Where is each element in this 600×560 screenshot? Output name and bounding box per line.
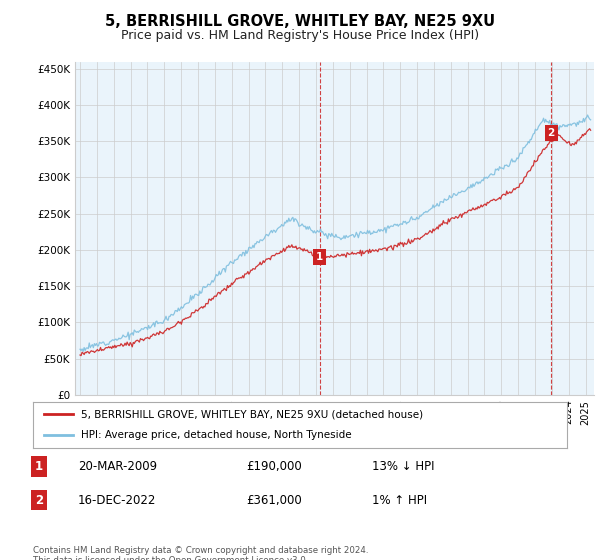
Text: £361,000: £361,000 <box>246 493 302 507</box>
Text: 2: 2 <box>35 493 43 507</box>
Text: 1: 1 <box>316 252 323 262</box>
Text: 16-DEC-2022: 16-DEC-2022 <box>78 493 157 507</box>
Text: 2: 2 <box>548 128 555 138</box>
Text: 1: 1 <box>35 460 43 473</box>
Text: Contains HM Land Registry data © Crown copyright and database right 2024.
This d: Contains HM Land Registry data © Crown c… <box>33 546 368 560</box>
Text: Price paid vs. HM Land Registry's House Price Index (HPI): Price paid vs. HM Land Registry's House … <box>121 29 479 42</box>
Text: 5, BERRISHILL GROVE, WHITLEY BAY, NE25 9XU (detached house): 5, BERRISHILL GROVE, WHITLEY BAY, NE25 9… <box>81 409 423 419</box>
Text: 13% ↓ HPI: 13% ↓ HPI <box>372 460 434 473</box>
Text: 5, BERRISHILL GROVE, WHITLEY BAY, NE25 9XU: 5, BERRISHILL GROVE, WHITLEY BAY, NE25 9… <box>105 14 495 29</box>
Text: £190,000: £190,000 <box>246 460 302 473</box>
Text: HPI: Average price, detached house, North Tyneside: HPI: Average price, detached house, Nort… <box>81 431 352 441</box>
Text: 20-MAR-2009: 20-MAR-2009 <box>78 460 157 473</box>
Text: 1% ↑ HPI: 1% ↑ HPI <box>372 493 427 507</box>
